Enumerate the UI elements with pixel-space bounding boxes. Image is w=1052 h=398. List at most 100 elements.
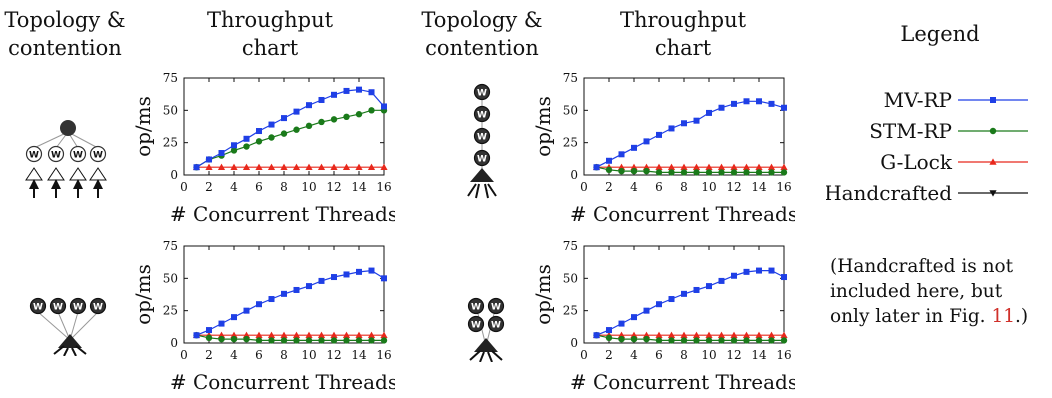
data-point [656, 131, 662, 138]
header-line: contention [8, 36, 122, 60]
y-axis-label: op/ms [531, 264, 555, 325]
data-point [743, 337, 750, 344]
x-tick-label: 6 [655, 180, 663, 194]
data-point [268, 134, 275, 141]
data-point [281, 115, 287, 122]
x-tick-label: 6 [655, 348, 663, 362]
x-tick-label: 16 [776, 180, 791, 194]
data-point [355, 331, 363, 339]
throughput-chart-tree: 0 2 4 6 8 10 12 14 16 0 25 50 75 op/ms # Concurrent Th… [131, 71, 395, 226]
data-point [242, 331, 251, 339]
data-point [293, 286, 300, 293]
data-point [381, 103, 387, 110]
data-point [730, 337, 738, 344]
data-point [331, 274, 337, 281]
data-point [643, 167, 650, 175]
y-tick-label: 25 [563, 136, 578, 150]
data-point [643, 307, 650, 314]
x-tick-label: 4 [630, 348, 638, 362]
legend-marker [990, 97, 996, 103]
data-point [680, 337, 688, 344]
writer-node-icon: W [467, 315, 485, 333]
legend-label: MV-RP [884, 88, 952, 112]
svg-text:W: W [53, 303, 63, 313]
writer-node-icon: W [89, 297, 107, 315]
y-tick-label: 75 [163, 71, 178, 85]
data-point [267, 163, 276, 171]
legend-item: STM-RP [869, 119, 1028, 143]
data-point [717, 163, 726, 171]
x-axis-label: # Concurrent Threads [570, 370, 795, 394]
data-point [318, 277, 325, 284]
data-point [730, 169, 738, 176]
data-point [343, 87, 350, 94]
y-tick-label: 25 [163, 304, 178, 318]
x-tick-label: 4 [630, 180, 638, 194]
data-point [718, 104, 725, 111]
data-point [605, 334, 613, 342]
x-axis-label: # Concurrent Threads [570, 202, 795, 226]
data-point [318, 96, 325, 103]
data-point [705, 169, 713, 176]
data-point [643, 335, 650, 343]
x-tick-label: 12 [326, 348, 341, 362]
data-point [781, 104, 787, 111]
data-point [768, 267, 775, 274]
svg-text:W: W [477, 89, 487, 99]
series-mv-rp [593, 267, 787, 339]
data-point [367, 163, 376, 171]
data-point [680, 331, 688, 339]
series-mv-rp [193, 86, 387, 171]
data-point [642, 331, 651, 339]
data-point [342, 163, 351, 171]
data-point [756, 267, 762, 274]
y-tick-label: 0 [170, 336, 178, 350]
y-tick-label: 75 [163, 239, 178, 253]
svg-text:W: W [491, 321, 501, 331]
data-point [305, 163, 313, 171]
data-point [280, 130, 288, 137]
data-point [330, 337, 338, 344]
x-tick-label: 2 [605, 180, 613, 194]
data-point [706, 109, 712, 116]
data-point [255, 331, 263, 339]
data-point [317, 163, 326, 171]
legend-item: Handcrafted [826, 181, 1028, 205]
data-point [768, 169, 775, 176]
x-tick-label: 4 [230, 348, 238, 362]
writer-node-icon: W [69, 145, 87, 163]
data-point [706, 283, 712, 290]
svg-text:W: W [471, 321, 481, 331]
header-throughput-right: Throughput chart [603, 6, 763, 62]
data-point [693, 117, 700, 124]
x-tick-label: 14 [351, 180, 367, 194]
x-tick-label: 8 [280, 348, 288, 362]
data-point [705, 337, 713, 344]
handcrafted-note: (Handcrafted is not included here, but o… [830, 254, 1045, 329]
data-point [217, 331, 226, 339]
data-point [280, 163, 288, 171]
figure-reference-link[interactable]: 11 [991, 306, 1015, 327]
header-line: contention [425, 36, 539, 60]
header-topology-left: Topology & contention [0, 6, 130, 62]
data-point [655, 163, 663, 171]
legend: MV-RP STM-RP G-Lock Handcrafted [826, 88, 1028, 205]
data-point [205, 163, 213, 171]
data-point [667, 331, 676, 339]
series-line [196, 334, 384, 342]
x-tick-label: 6 [255, 348, 263, 362]
data-point [330, 116, 338, 123]
data-point [630, 331, 638, 339]
topology-grid-icon: W WW W [467, 297, 505, 362]
x-tick-label: 14 [751, 348, 767, 362]
data-point [206, 327, 212, 334]
data-point [368, 337, 375, 344]
writer-node-icon: W [89, 145, 107, 163]
data-point [718, 169, 725, 176]
legend-marker [989, 158, 997, 165]
y-tick-label: 0 [570, 336, 578, 350]
data-point [268, 337, 275, 344]
note-text: (Handcrafted is not included here, but o… [830, 256, 1014, 327]
